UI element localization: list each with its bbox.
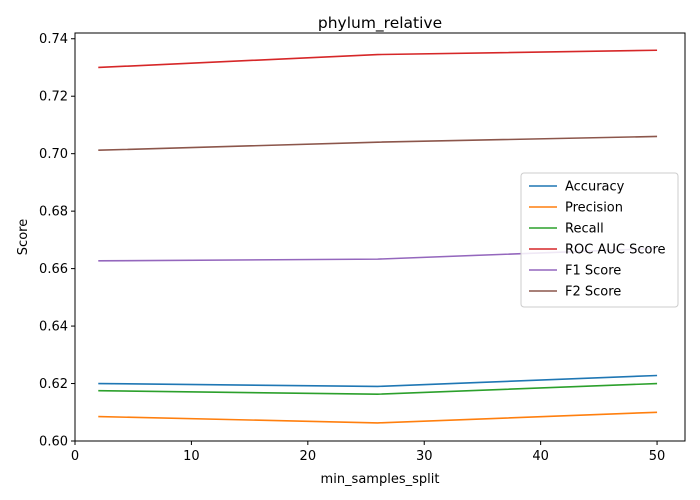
- legend-label-recall: Recall: [565, 222, 604, 237]
- y-tick-label: 0.60: [39, 435, 68, 450]
- legend-label-accuracy: Accuracy: [565, 180, 625, 195]
- x-tick-label: 20: [300, 449, 317, 464]
- chart-title: phylum_relative: [318, 14, 442, 33]
- series-line-roc-auc-score: [98, 49, 658, 69]
- legend: Accuracy Precision Recall ROC AUC Score F1 S…: [520, 172, 679, 308]
- legend-label-precision: Precision: [565, 201, 623, 216]
- y-tick-label: 0.64: [39, 320, 68, 335]
- legend-label-f2-score: F2 Score: [565, 285, 621, 300]
- legend-box: [520, 172, 679, 308]
- y-tick-label: 0.66: [39, 262, 68, 277]
- y-tick-label: 0.62: [39, 377, 68, 392]
- y-tick-label: 0.74: [39, 32, 68, 47]
- y-tick-label: 0.72: [39, 90, 68, 105]
- y-tick-label: 0.68: [39, 205, 68, 220]
- legend-label-f1-score: F1 Score: [565, 264, 621, 279]
- series-line-precision: [98, 411, 658, 424]
- legend-label-roc-auc-score: ROC AUC Score: [565, 243, 666, 258]
- y-tick-label: 0.70: [39, 147, 68, 162]
- series-line-accuracy: [98, 374, 658, 388]
- x-tick-label: 50: [649, 449, 666, 464]
- plot-frame: [74, 32, 686, 442]
- y-axis-label: Score: [16, 219, 31, 255]
- x-tick-label: 10: [183, 449, 200, 464]
- x-tick-label: 0: [71, 449, 79, 464]
- series-line-f2-score: [98, 135, 658, 152]
- series-line-recall: [98, 382, 658, 395]
- x-tick-label: 40: [532, 449, 549, 464]
- x-axis-label: min_samples_split: [321, 472, 440, 487]
- x-tick-label: 30: [416, 449, 433, 464]
